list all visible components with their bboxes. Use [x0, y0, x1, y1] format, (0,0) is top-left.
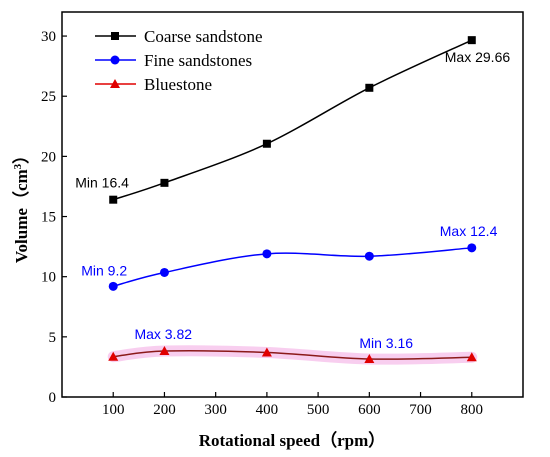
y-axis-title: Volume（cm3） — [11, 147, 31, 263]
legend: Coarse sandstone Fine sandstones Bluesto… — [95, 27, 263, 94]
data-point-2 — [159, 346, 170, 356]
legend-marker-bluestone — [110, 79, 120, 88]
data-point-0 — [160, 178, 169, 187]
x-tick-label: 600 — [358, 402, 381, 418]
y-tick-label: 15 — [41, 210, 56, 226]
y-tick-label: 25 — [41, 89, 56, 105]
legend-label-coarse: Coarse sandstone — [144, 27, 263, 46]
data-point-2 — [261, 347, 272, 357]
data-point-1 — [159, 267, 169, 277]
data-point-1 — [262, 249, 272, 259]
annotation-label: Min 9.2 — [81, 262, 127, 278]
legend-marker-fine — [110, 55, 120, 65]
x-axis-title: Rotational speed（rpm） — [199, 430, 386, 450]
y-axis-title-close: ） — [11, 147, 31, 164]
x-tick-label: 800 — [461, 402, 484, 418]
data-point-2 — [466, 352, 477, 362]
legend-label-fine: Fine sandstones — [144, 51, 252, 70]
y-tick-label: 5 — [49, 330, 57, 346]
x-tick-label: 200 — [153, 402, 176, 418]
y-tick-label: 30 — [41, 29, 56, 45]
data-point-1 — [108, 281, 118, 291]
data-point-0 — [467, 36, 476, 45]
series-line-2 — [113, 350, 472, 360]
x-tick-label: 100 — [102, 402, 125, 418]
data-point-1 — [467, 243, 477, 253]
data-point-0 — [365, 83, 374, 92]
data-point-0 — [262, 139, 271, 148]
data-point-1 — [364, 251, 374, 261]
data-point-2 — [108, 351, 119, 361]
series-line-0 — [112, 39, 473, 201]
y-tick-label: 10 — [41, 270, 56, 286]
plot-area-frame — [61, 11, 524, 398]
annotation-label: Max 29.66 — [445, 49, 511, 65]
x-tick-label: 700 — [409, 402, 432, 418]
y-tick-label: 20 — [41, 149, 56, 165]
x-tick-label: 500 — [307, 402, 330, 418]
y-axis-title-superscript: 3 — [12, 163, 24, 169]
annotation-label: Max 3.82 — [134, 326, 192, 342]
x-tick-label: 300 — [204, 402, 227, 418]
annotation-label: Max 12.4 — [440, 223, 498, 239]
annotation-label: Min 3.16 — [359, 335, 413, 351]
data-point-0 — [109, 195, 118, 204]
legend-marker-coarse — [111, 32, 119, 40]
series-line-1 — [113, 247, 472, 288]
annotation-label: Min 16.4 — [75, 175, 129, 191]
x-tick-label: 400 — [256, 402, 279, 418]
legend-label-bluestone: Bluestone — [144, 75, 212, 94]
y-tick-label: 0 — [49, 390, 57, 406]
data-point-2 — [364, 353, 375, 363]
y-axis-title-main: Volume（cm — [11, 169, 31, 263]
